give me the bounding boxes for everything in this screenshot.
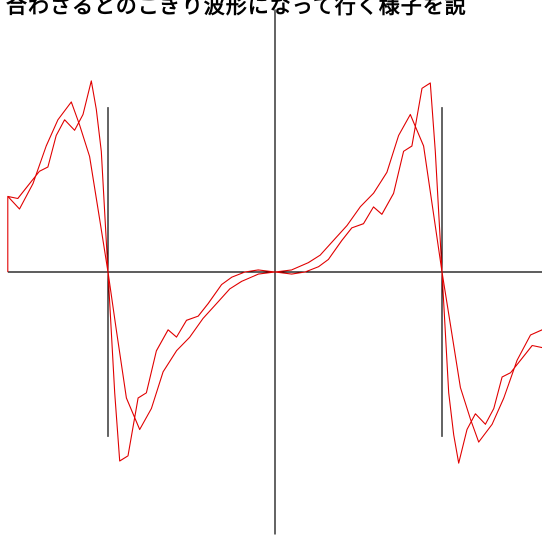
series-group (7, 80, 542, 464)
header-text: 合わさるとのこぎり波形になって行く様子を説 (6, 0, 467, 18)
series-line-2 (7, 80, 542, 464)
